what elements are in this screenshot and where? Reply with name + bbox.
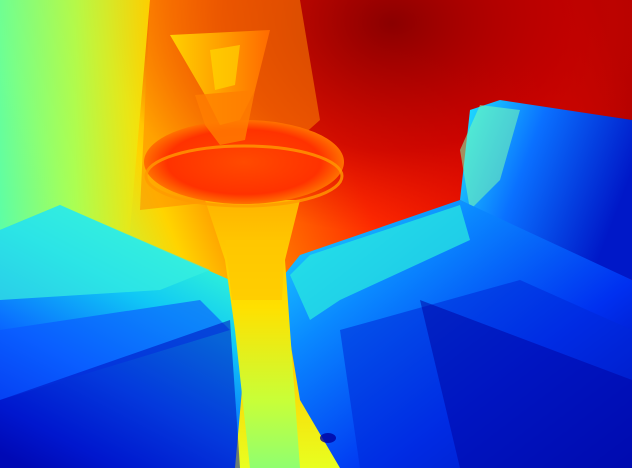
right-sofa-shadow: [420, 300, 632, 468]
table-top-rim: [144, 144, 344, 208]
vase-base: [195, 90, 255, 145]
table-top: [144, 120, 344, 204]
left-sofa-seam: [0, 300, 230, 400]
floor-dark-spot: [320, 433, 336, 443]
right-sofa-edge-highlight: [460, 105, 520, 210]
left-wall: [0, 0, 150, 250]
vase-highlight: [210, 45, 240, 90]
left-sofa-shadow: [0, 320, 240, 468]
right-sofa-front-edge: [290, 205, 470, 320]
left-sofa-armrest: [0, 205, 210, 300]
table-pedestal-neck: [225, 240, 285, 300]
